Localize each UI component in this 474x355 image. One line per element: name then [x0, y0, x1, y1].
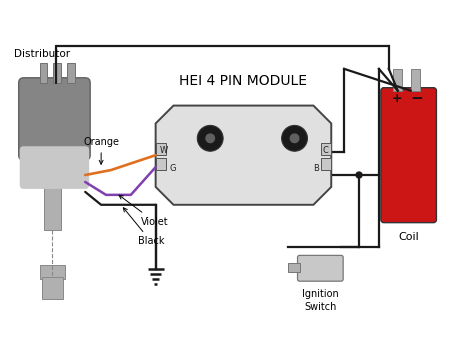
Circle shape — [290, 133, 300, 143]
Bar — [54, 63, 62, 83]
FancyBboxPatch shape — [298, 255, 343, 281]
Text: −: − — [410, 91, 423, 106]
Text: B: B — [313, 164, 319, 173]
Text: G: G — [169, 164, 176, 173]
Bar — [67, 63, 75, 83]
Text: HEI 4 PIN MODULE: HEI 4 PIN MODULE — [179, 74, 307, 88]
Text: C: C — [322, 146, 328, 155]
Bar — [321, 158, 331, 170]
Bar — [393, 69, 401, 91]
FancyBboxPatch shape — [20, 146, 89, 189]
Bar — [288, 263, 301, 272]
Bar — [39, 63, 47, 83]
Text: W: W — [159, 146, 168, 155]
Text: Coil: Coil — [398, 231, 419, 241]
FancyBboxPatch shape — [381, 88, 437, 223]
Bar — [155, 143, 165, 155]
FancyBboxPatch shape — [18, 78, 90, 160]
Text: +: + — [392, 92, 402, 105]
Bar — [44, 180, 62, 230]
Bar — [410, 69, 419, 91]
Text: Violet: Violet — [119, 195, 168, 226]
Circle shape — [205, 133, 215, 143]
Circle shape — [282, 125, 308, 151]
Circle shape — [197, 125, 223, 151]
Circle shape — [356, 172, 362, 178]
Bar — [155, 158, 165, 170]
Text: Distributor: Distributor — [14, 49, 70, 59]
Bar — [39, 265, 65, 279]
Polygon shape — [155, 105, 331, 205]
Text: Ignition
Switch: Ignition Switch — [302, 289, 339, 312]
Text: Orange: Orange — [83, 137, 119, 164]
Bar — [42, 277, 64, 299]
Text: Black: Black — [123, 208, 164, 246]
Bar — [321, 143, 331, 155]
